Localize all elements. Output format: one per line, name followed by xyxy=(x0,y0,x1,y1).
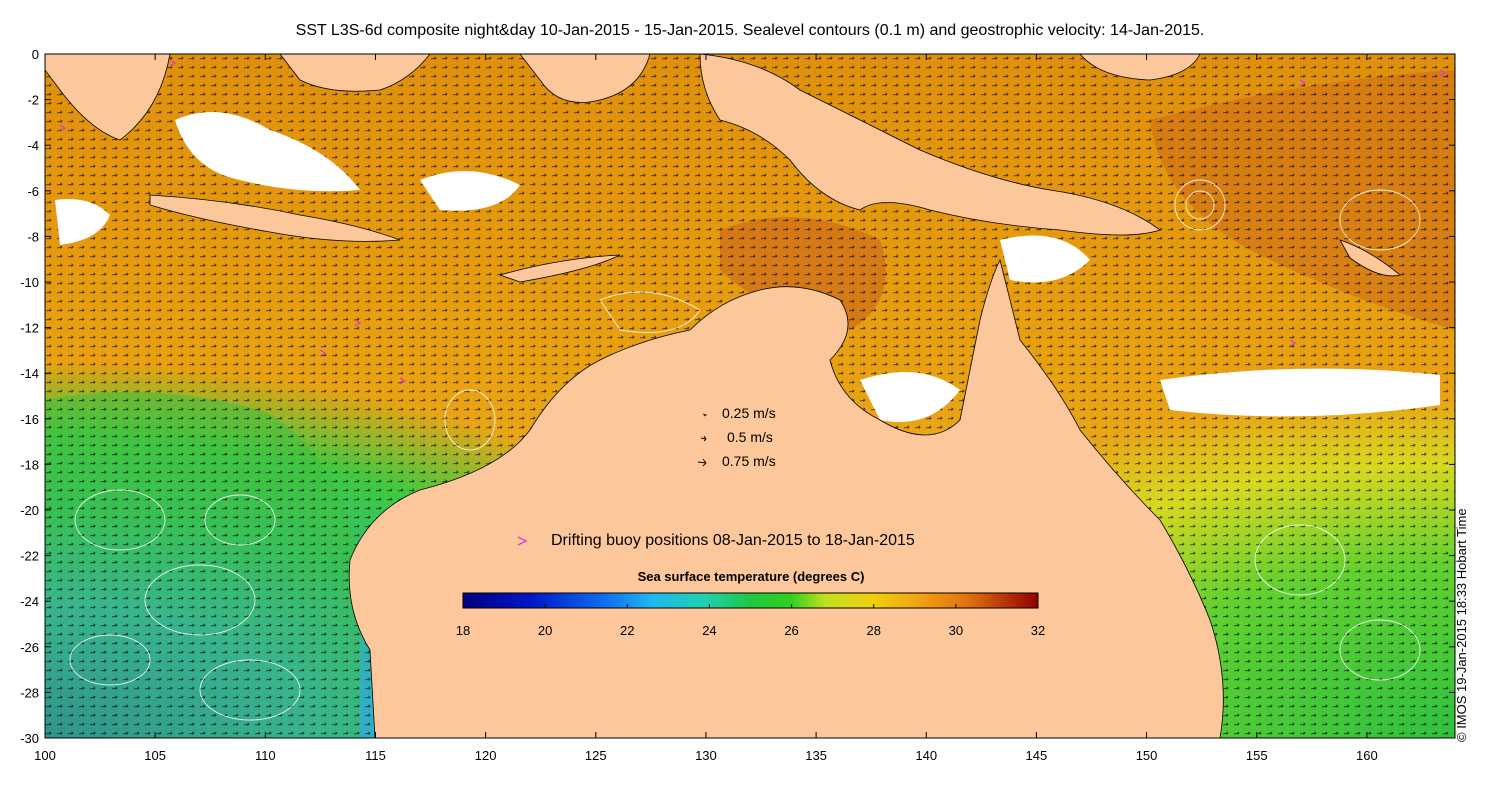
land-new-guinea xyxy=(699,54,1161,236)
x-tick-label: 110 xyxy=(255,748,276,763)
velocity-legend-2: 0.5 m/s xyxy=(727,429,773,445)
y-tick-label: -28 xyxy=(20,685,39,700)
colorbar-tick-label: 22 xyxy=(620,623,634,638)
colorbar-title: Sea surface temperature (degrees C) xyxy=(637,569,865,584)
colorbar-tick-label: 24 xyxy=(702,623,716,638)
plot-area xyxy=(45,54,1455,738)
y-tick-label: -26 xyxy=(20,640,39,655)
land-bismarck xyxy=(1079,54,1201,81)
y-tick-label: -24 xyxy=(20,594,39,609)
x-tick-label: 155 xyxy=(1246,748,1268,763)
credit-text: © IMOS 19-Jan-2015 18:33 Hobart Time xyxy=(1454,508,1469,742)
buoy-markers xyxy=(59,59,1447,385)
y-tick-label: -6 xyxy=(27,184,39,199)
x-tick-label: 100 xyxy=(34,748,56,763)
x-tick-label: 135 xyxy=(805,748,827,763)
x-tick-label: 160 xyxy=(1356,748,1378,763)
y-tick-label: -2 xyxy=(27,93,39,108)
y-tick-label: -12 xyxy=(20,321,39,336)
y-tick-label: -22 xyxy=(20,549,39,564)
buoy-legend-symbol xyxy=(517,536,528,546)
plot-frame xyxy=(44,53,1456,739)
velocity-legend-1: 0.25 m/s xyxy=(722,405,776,421)
x-tick-label: 130 xyxy=(695,748,717,763)
colorbar-tick-label: 18 xyxy=(456,623,470,638)
y-tick-label: -16 xyxy=(20,412,39,427)
land-java xyxy=(149,194,401,242)
colorbar-tick-label: 28 xyxy=(866,623,880,638)
x-tick-label: 125 xyxy=(585,748,607,763)
land xyxy=(45,54,1401,738)
colorbar-ticks: 18 20 22 24 26 28 30 32 xyxy=(456,604,1045,638)
y-tick-label: -18 xyxy=(20,457,39,472)
x-tick-label: 120 xyxy=(475,748,497,763)
colorbar-tick-label: 26 xyxy=(784,623,798,638)
sealevel-contours xyxy=(69,179,1421,721)
y-axis: 0 -2 -4 -6 -8 -10 -12 -14 -16 -18 -20 -22 -24 -26 -28 -… xyxy=(20,47,1455,746)
colorbar-tick-label: 20 xyxy=(538,623,552,638)
y-tick-label: -14 xyxy=(20,366,39,381)
y-tick-label: -4 xyxy=(27,138,39,153)
velocity-legend-3: 0.75 m/s xyxy=(722,453,776,469)
land-timor xyxy=(498,254,621,283)
map-title: SST L3S-6d composite night&day 10-Jan-20… xyxy=(295,22,1205,39)
y-tick-label: -20 xyxy=(20,503,39,518)
y-tick-label: -8 xyxy=(27,229,39,244)
colorbar-tick-label: 32 xyxy=(1031,623,1045,638)
land-australia xyxy=(348,258,1224,738)
x-tick-label: 115 xyxy=(365,748,386,763)
x-tick-label: 105 xyxy=(144,748,166,763)
y-tick-label: -30 xyxy=(20,731,39,746)
y-tick-label: -10 xyxy=(20,275,39,290)
colorbar xyxy=(462,592,1039,609)
x-tick-label: 150 xyxy=(1136,748,1158,763)
colorbar-tick-label: 30 xyxy=(949,623,963,638)
land-sulawesi xyxy=(519,54,651,103)
land-borneo xyxy=(279,54,431,92)
x-tick-label: 140 xyxy=(915,748,937,763)
x-tick-label: 145 xyxy=(1026,748,1048,763)
land-sumatra xyxy=(45,54,171,141)
cloud-gaps xyxy=(55,112,1440,422)
land-solomons xyxy=(1339,239,1401,277)
y-tick-label: 0 xyxy=(32,47,39,62)
buoy-legend-label: Drifting buoy positions 08-Jan-2015 to 1… xyxy=(551,532,915,549)
velocity-legend-arrows xyxy=(697,413,708,467)
x-axis: 100 105 110 115 120 125 130 135 140 145 150 155 160 xyxy=(34,54,1378,763)
